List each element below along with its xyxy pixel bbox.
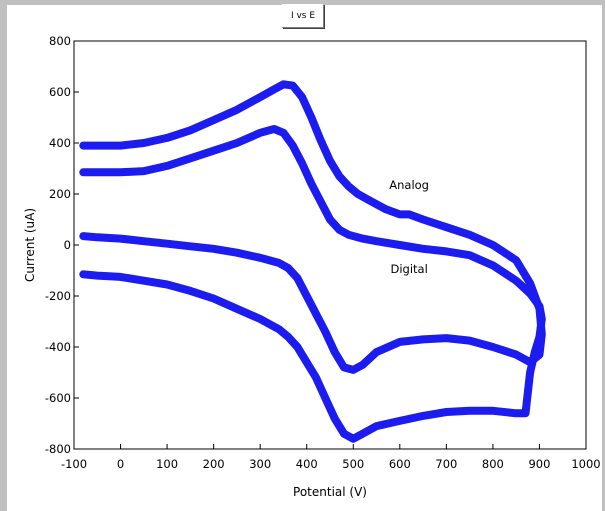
y-tick-label: -600 [45, 391, 71, 405]
x-tick-label: 500 [342, 457, 364, 471]
x-tick-label: 900 [528, 457, 550, 471]
y-tick-label: -400 [45, 340, 71, 354]
series-layer [79, 80, 546, 443]
x-tick-label: 600 [389, 457, 411, 471]
y-axis-ticks: -800 -600 -400 -200 0 200 400 600 800 [45, 34, 79, 456]
x-tick-label: 100 [156, 457, 178, 471]
x-tick-label: 300 [249, 457, 271, 471]
y-tick-label: -800 [45, 442, 71, 456]
y-tick-label: 400 [49, 136, 71, 150]
x-tick-label: 700 [435, 457, 457, 471]
x-tick-label: 400 [296, 457, 318, 471]
y-tick-label: 600 [49, 85, 71, 99]
x-tick-label: 800 [482, 457, 504, 471]
series-line-1 [79, 125, 546, 443]
x-tick-label: -100 [61, 457, 87, 471]
chart-panel [7, 5, 602, 511]
x-tick-label: 1000 [571, 457, 600, 471]
y-axis-title: Current (uA) [23, 208, 37, 282]
x-tick-label: 0 [117, 457, 124, 471]
annotation-digital: Digital [390, 262, 427, 276]
y-tick-label: 0 [64, 238, 71, 252]
y-tick-label: -200 [45, 289, 71, 303]
chart-title-tab[interactable]: I vs E [282, 4, 324, 28]
x-axis-ticks: -100 0 100 200 300 400 500 600 700 800 900 1000 [61, 444, 601, 471]
x-tick-label: 200 [203, 457, 225, 471]
annotation-analog: Analog [389, 178, 429, 192]
y-tick-label: 800 [49, 34, 71, 48]
y-tick-label: 200 [49, 187, 71, 201]
x-axis-title: Potential (V) [293, 485, 367, 499]
series-line-0 [79, 80, 546, 374]
